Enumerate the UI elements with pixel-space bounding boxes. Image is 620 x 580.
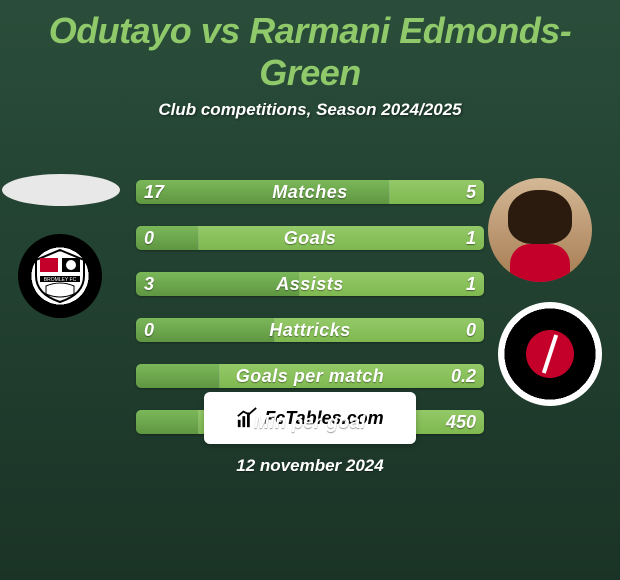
svg-text:BROMLEY FC: BROMLEY FC [44,277,77,283]
stat-label: Goals per match [136,364,484,388]
stat-label: Goals [136,226,484,250]
stat-value-right: 450 [446,410,476,434]
stat-row: 3Assists1 [136,272,484,296]
stat-value-right: 0.2 [451,364,476,388]
club-right-badge [498,302,602,406]
stat-row: 17Matches5 [136,180,484,204]
stat-label: Assists [136,272,484,296]
stat-label: Hattricks [136,318,484,342]
stat-row: 0Hattricks0 [136,318,484,342]
player-left-avatar [2,174,120,206]
stat-label: Min per goal [136,410,484,434]
stat-row: 0Goals1 [136,226,484,250]
stat-value-right: 1 [466,226,476,250]
footer-date: 12 november 2024 [0,456,620,476]
player-right-avatar [488,178,592,282]
stat-value-right: 0 [466,318,476,342]
stat-bars: 17Matches50Goals13Assists10Hattricks0Goa… [136,180,484,456]
page-title: Odutayo vs Rarmani Edmonds-Green [0,0,620,94]
stat-row: Min per goal450 [136,410,484,434]
stat-value-right: 5 [466,180,476,204]
subtitle: Club competitions, Season 2024/2025 [0,100,620,120]
club-left-badge: BROMLEY FC [18,234,102,318]
stat-row: Goals per match0.2 [136,364,484,388]
stat-label: Matches [136,180,484,204]
stat-value-right: 1 [466,272,476,296]
